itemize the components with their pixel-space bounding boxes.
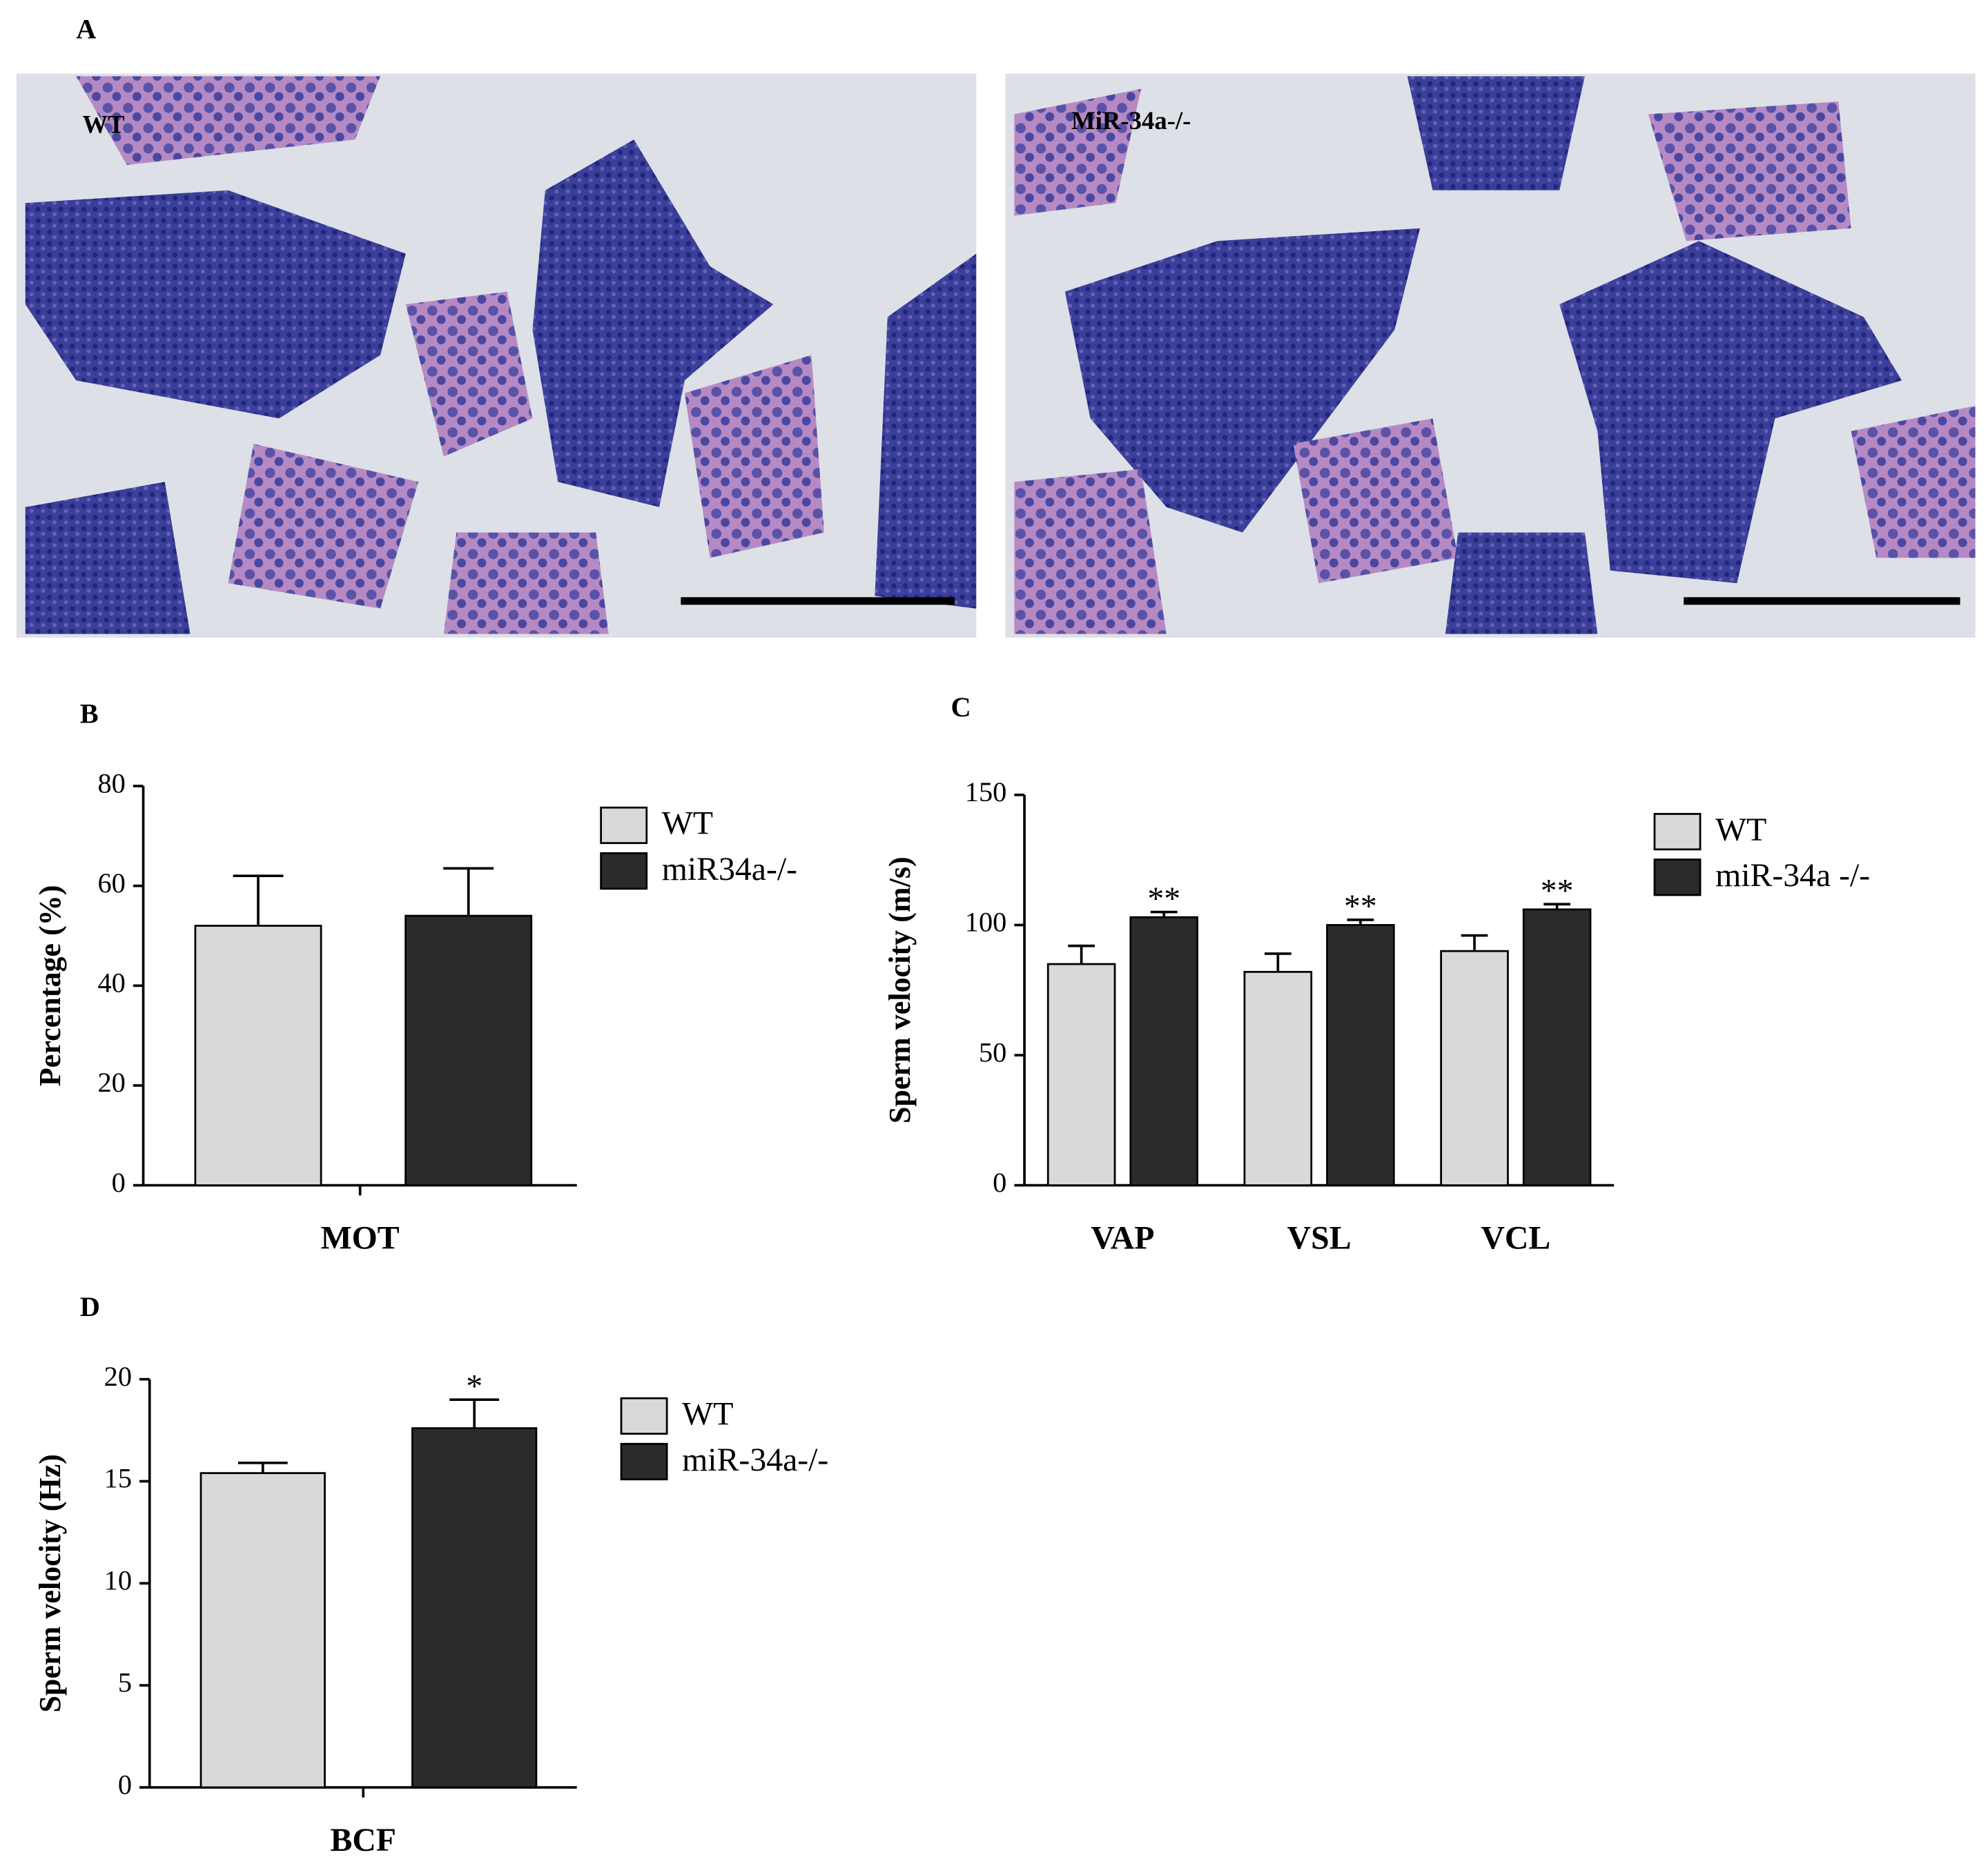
significance-label: *	[466, 1368, 483, 1404]
bar	[1243, 970, 1313, 1186]
y-tick-label: 80	[97, 767, 125, 798]
x-tick-label: VAP	[1091, 1219, 1154, 1256]
y-axis-label: Sperm velocity (Hz)	[33, 1454, 67, 1713]
micrograph-label: WT	[82, 110, 124, 138]
y-tick-label: 150	[965, 776, 1007, 807]
legend-swatch	[600, 806, 648, 845]
x-tick-label: VSL	[1287, 1219, 1352, 1256]
legend-label: WT	[682, 1396, 733, 1433]
legend-swatch	[620, 1442, 668, 1481]
significance-label: **	[1541, 873, 1574, 910]
bar-chart: 0 50 100 150 Sperm velocity (m/s) VAP ** VSL ** V…	[883, 776, 1870, 1256]
y-tick-label: 50	[979, 1037, 1006, 1068]
legend-label: miR-34a -/-	[1715, 857, 1870, 894]
bar	[1326, 924, 1395, 1186]
bar-chart: 0 20 40 60 80 Percentage (%) MOT WT miR34a-/-	[33, 767, 797, 1256]
panel-label: B	[80, 698, 99, 729]
legend-swatch	[1653, 858, 1702, 896]
micrograph: MiR-34a-/-	[1005, 73, 1976, 638]
legend-label: WT	[1715, 812, 1766, 848]
legend-swatch	[600, 852, 648, 890]
legend-label: miR34a-/-	[662, 851, 797, 887]
significance-label: **	[1147, 881, 1180, 917]
panel-label: D	[80, 1291, 100, 1322]
y-axis-label: Percentage (%)	[33, 885, 67, 1086]
y-tick-label: 20	[97, 1067, 125, 1098]
y-tick-label: 10	[104, 1565, 132, 1596]
y-tick-label: 60	[97, 867, 125, 899]
x-tick-label: MOT	[321, 1219, 400, 1256]
bar	[1522, 908, 1592, 1186]
bar	[411, 1427, 538, 1789]
y-tick-label: 20	[104, 1361, 132, 1392]
bar	[1046, 963, 1116, 1186]
bar	[1129, 916, 1198, 1186]
bar	[199, 1472, 326, 1789]
x-tick-label: VCL	[1481, 1219, 1550, 1256]
x-tick-label: BCF	[330, 1822, 396, 1858]
legend-label: WT	[662, 805, 713, 842]
panel-label: C	[951, 691, 971, 723]
legend-label: miR-34a-/-	[682, 1442, 828, 1478]
y-tick-label: 40	[97, 968, 125, 999]
micrograph-label: MiR-34a-/-	[1071, 106, 1191, 135]
y-tick-label: 0	[993, 1167, 1006, 1198]
bar	[405, 914, 533, 1186]
legend-swatch	[620, 1397, 668, 1435]
legend-swatch	[1653, 813, 1702, 851]
panel-label: A	[76, 13, 96, 44]
y-axis-label: Sperm velocity (m/s)	[883, 856, 917, 1123]
y-tick-label: 5	[118, 1667, 132, 1698]
y-tick-label: 15	[104, 1463, 132, 1494]
y-tick-label: 0	[118, 1769, 132, 1800]
micrograph: WT	[16, 73, 977, 638]
bar	[194, 925, 322, 1186]
y-tick-label: 0	[112, 1167, 126, 1198]
significance-label: **	[1344, 888, 1377, 925]
bar-chart: 0 5 10 15 20 Sperm velocity (Hz) BCF * WT miR-34a…	[33, 1361, 828, 1858]
y-tick-label: 100	[965, 907, 1007, 938]
bar	[1440, 950, 1509, 1186]
